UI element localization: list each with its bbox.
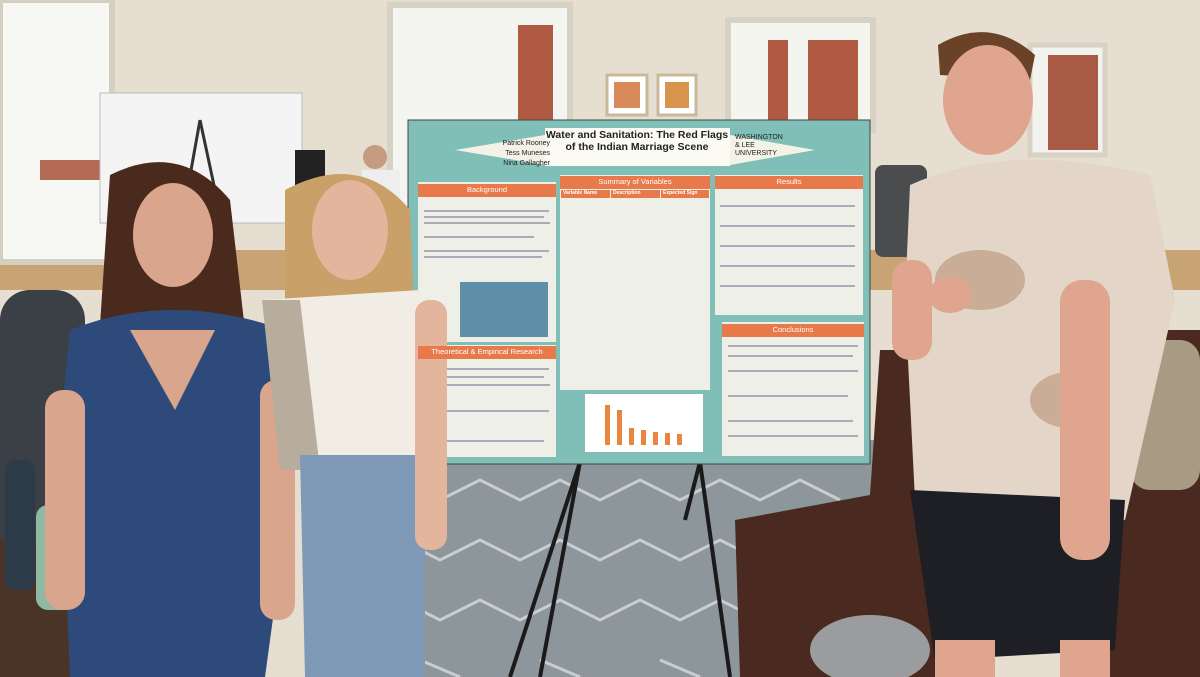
- person-left: [45, 162, 300, 677]
- panel: [560, 175, 710, 390]
- table-header: Description: [611, 190, 660, 198]
- bottle: [5, 460, 35, 590]
- person-middle: [262, 174, 447, 677]
- chart-bars: [605, 405, 682, 445]
- section-heading: Results: [715, 176, 863, 189]
- section-heading: Summary of Variables: [560, 176, 710, 189]
- table-header: Expected Sign: [661, 190, 709, 198]
- author: Tess Muneses: [505, 150, 550, 157]
- poster-title: Water and Sanitation: The Red Flags of t…: [545, 129, 729, 154]
- banner: [730, 135, 815, 165]
- author: Patrick Rooney: [502, 140, 550, 147]
- easel: [508, 461, 732, 677]
- banner: [455, 135, 545, 165]
- armchair: [735, 350, 940, 677]
- title-box: [545, 128, 730, 166]
- author: Nina Gallagher: [503, 160, 550, 167]
- art: [614, 82, 640, 108]
- affiliation: WASHINGTON & LEE UNIVERSITY: [735, 134, 783, 158]
- section-heading: Background: [418, 184, 556, 197]
- section-heading: Theoretical & Empirical Research: [418, 346, 556, 359]
- text-lines: [424, 205, 858, 442]
- section-heading: Conclusions: [722, 324, 864, 337]
- panel: [722, 322, 864, 456]
- backpack: [810, 615, 930, 677]
- art: [665, 82, 689, 108]
- carpet-pattern: [399, 478, 841, 677]
- person-right: [892, 32, 1175, 677]
- photo-inset: [460, 282, 548, 337]
- table-header: Variable Name: [561, 190, 610, 198]
- person: [363, 145, 387, 169]
